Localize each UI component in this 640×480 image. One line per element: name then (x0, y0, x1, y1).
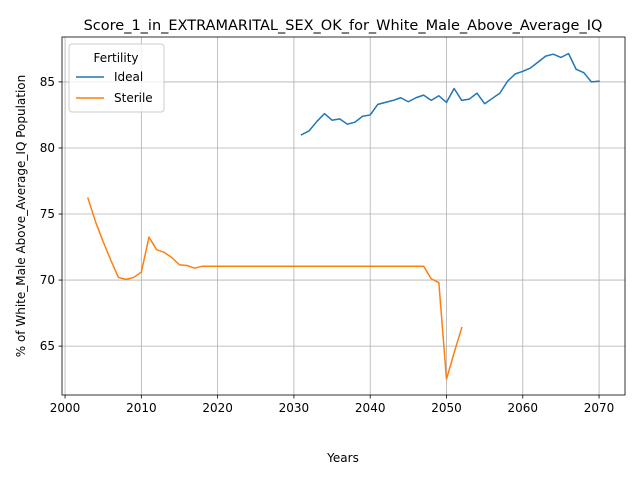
y-tick-label: 85 (40, 75, 55, 89)
series-line-sterile (86, 197, 463, 380)
y-axis-ticks: 65 70 75 80 85 (40, 75, 62, 353)
x-tick-label: 2000 (50, 401, 81, 415)
y-tick-label: 65 (40, 339, 55, 353)
x-tick-label: 2020 (202, 401, 233, 415)
y-tick-label: 75 (40, 207, 55, 221)
series-lines (86, 52, 600, 380)
plot-frame (61, 36, 626, 396)
x-tick-label: 2060 (508, 401, 539, 415)
chart-title: Score_1_in_EXTRAMARITAL_SEX_OK_for_White… (84, 18, 603, 34)
x-tick-label: 2010 (126, 401, 157, 415)
x-axis-ticks: 2000 2010 2020 2030 2040 2050 2060 2070 (50, 395, 615, 415)
y-tick-label: 70 (40, 273, 55, 287)
y-tick-label: 80 (40, 141, 55, 155)
x-tick-label: 2050 (431, 401, 462, 415)
y-axis-label: % of White_Male Above_Average_IQ Populat… (14, 75, 28, 358)
legend-box (68, 43, 165, 113)
legend: Fertility Ideal Sterile (68, 43, 165, 113)
x-tick-label: 2070 (584, 401, 615, 415)
series-line-ideal (300, 52, 600, 136)
x-tick-label: 2030 (279, 401, 310, 415)
x-tick-label: 2040 (355, 401, 386, 415)
legend-title: Fertility (93, 51, 138, 65)
x-axis-label: Years (326, 451, 359, 465)
legend-label-ideal: Ideal (114, 70, 143, 84)
legend-label-sterile: Sterile (114, 91, 153, 105)
